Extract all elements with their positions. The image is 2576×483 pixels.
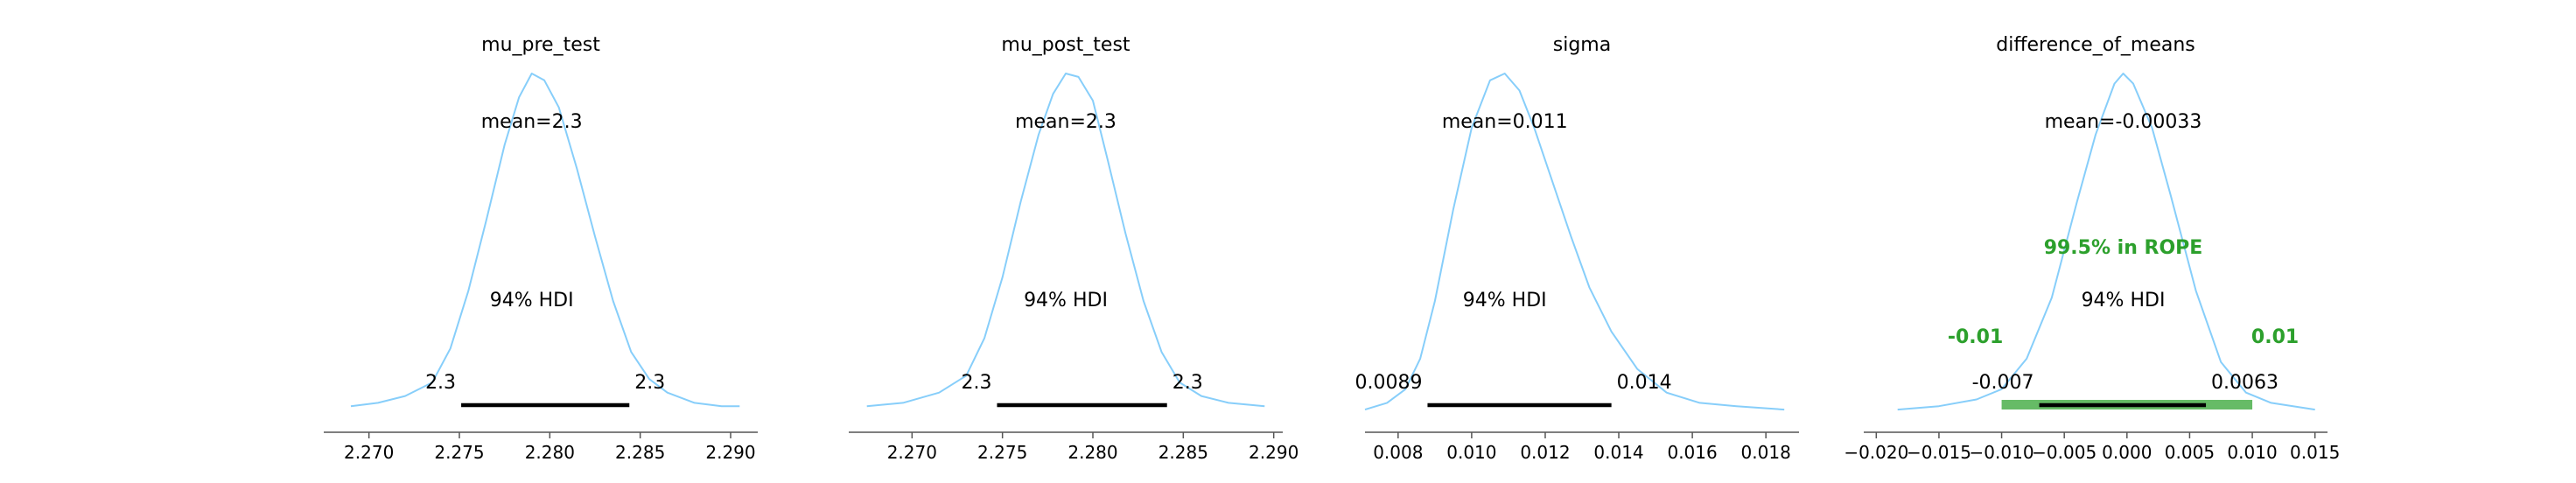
x-tick-label: 0.014 <box>1593 442 1643 463</box>
panel-sigma: sigma mean=0.011 94% HDI 0.0089 0.014 0.008 0.… <box>1354 34 1799 463</box>
density-curve <box>1364 73 1785 411</box>
rope-upper-label: 0.01 <box>2251 326 2299 348</box>
density-curve <box>866 73 1265 408</box>
x-tick-label: 0.012 <box>1520 442 1570 463</box>
mean-label: mean=0.011 <box>1442 111 1568 133</box>
x-tick-label: 2.290 <box>1249 442 1298 463</box>
panel-mu-pre-test: mu_pre_test mean=2.3 94% HDI 2.3 2.3 2.270 2.2… <box>324 34 758 463</box>
x-tick-label: 2.280 <box>525 442 575 463</box>
mean-label: mean=-0.00033 <box>2045 111 2202 133</box>
x-tick-label: −0.005 <box>2032 442 2096 463</box>
panel-title: mu_pre_test <box>481 34 600 56</box>
hdi-upper-label: 0.014 <box>1617 372 1672 394</box>
rope-lower-label: -0.01 <box>1948 326 2003 348</box>
rope-percent-label: 99.5% in ROPE <box>2044 237 2203 259</box>
hdi-lower-label: 0.0089 <box>1354 372 1422 394</box>
x-tick-label: 2.270 <box>344 442 394 463</box>
x-tick-label: 2.280 <box>1068 442 1117 463</box>
hdi-upper-label: 0.0063 <box>2211 372 2278 394</box>
x-tick-label: 0.010 <box>2227 442 2277 463</box>
x-tick-label: 0.015 <box>2290 442 2340 463</box>
mean-label: mean=2.3 <box>481 111 583 133</box>
x-tick-label: 0.008 <box>1373 442 1423 463</box>
hdi-lower-label: -0.007 <box>1972 372 2034 394</box>
x-tick-label: 2.275 <box>434 442 484 463</box>
x-tick-label: 0.005 <box>2165 442 2215 463</box>
hdi-label: 94% HDI <box>1024 290 1108 312</box>
density-curve <box>1897 73 2315 411</box>
x-tick-label: 2.275 <box>977 442 1027 463</box>
x-tick-label: 2.285 <box>1158 442 1208 463</box>
x-tick-label: −0.015 <box>1907 442 1971 463</box>
panel-title: difference_of_means <box>1996 34 2195 56</box>
density-curve <box>350 73 740 408</box>
x-tick-label: −0.010 <box>1970 442 2034 463</box>
hdi-label: 94% HDI <box>490 290 574 312</box>
hdi-upper-label: 2.3 <box>1172 372 1203 394</box>
hdi-label: 94% HDI <box>1463 290 1547 312</box>
x-tick-label: 0.000 <box>2102 442 2152 463</box>
x-tick-label: 0.018 <box>1741 442 1791 463</box>
hdi-label: 94% HDI <box>2082 290 2166 312</box>
hdi-lower-label: 2.3 <box>961 372 991 394</box>
x-tick-label: 2.285 <box>615 442 665 463</box>
mean-label: mean=2.3 <box>1015 111 1116 133</box>
x-tick-label: 0.016 <box>1667 442 1717 463</box>
panel-title: sigma <box>1553 34 1611 56</box>
panel-difference-of-means: difference_of_means mean=-0.00033 94% HDI -… <box>1844 34 2340 463</box>
x-tick-label: 2.290 <box>705 442 755 463</box>
hdi-upper-label: 2.3 <box>634 372 665 394</box>
panel-title: mu_post_test <box>1001 34 1130 56</box>
x-tick-label: 0.010 <box>1446 442 1496 463</box>
hdi-lower-label: 2.3 <box>425 372 456 394</box>
x-tick-label: 2.270 <box>887 442 937 463</box>
x-tick-label: −0.020 <box>1844 442 1908 463</box>
panel-mu-post-test: mu_post_test mean=2.3 94% HDI 2.3 2.3 2.270 2.… <box>849 34 1298 463</box>
